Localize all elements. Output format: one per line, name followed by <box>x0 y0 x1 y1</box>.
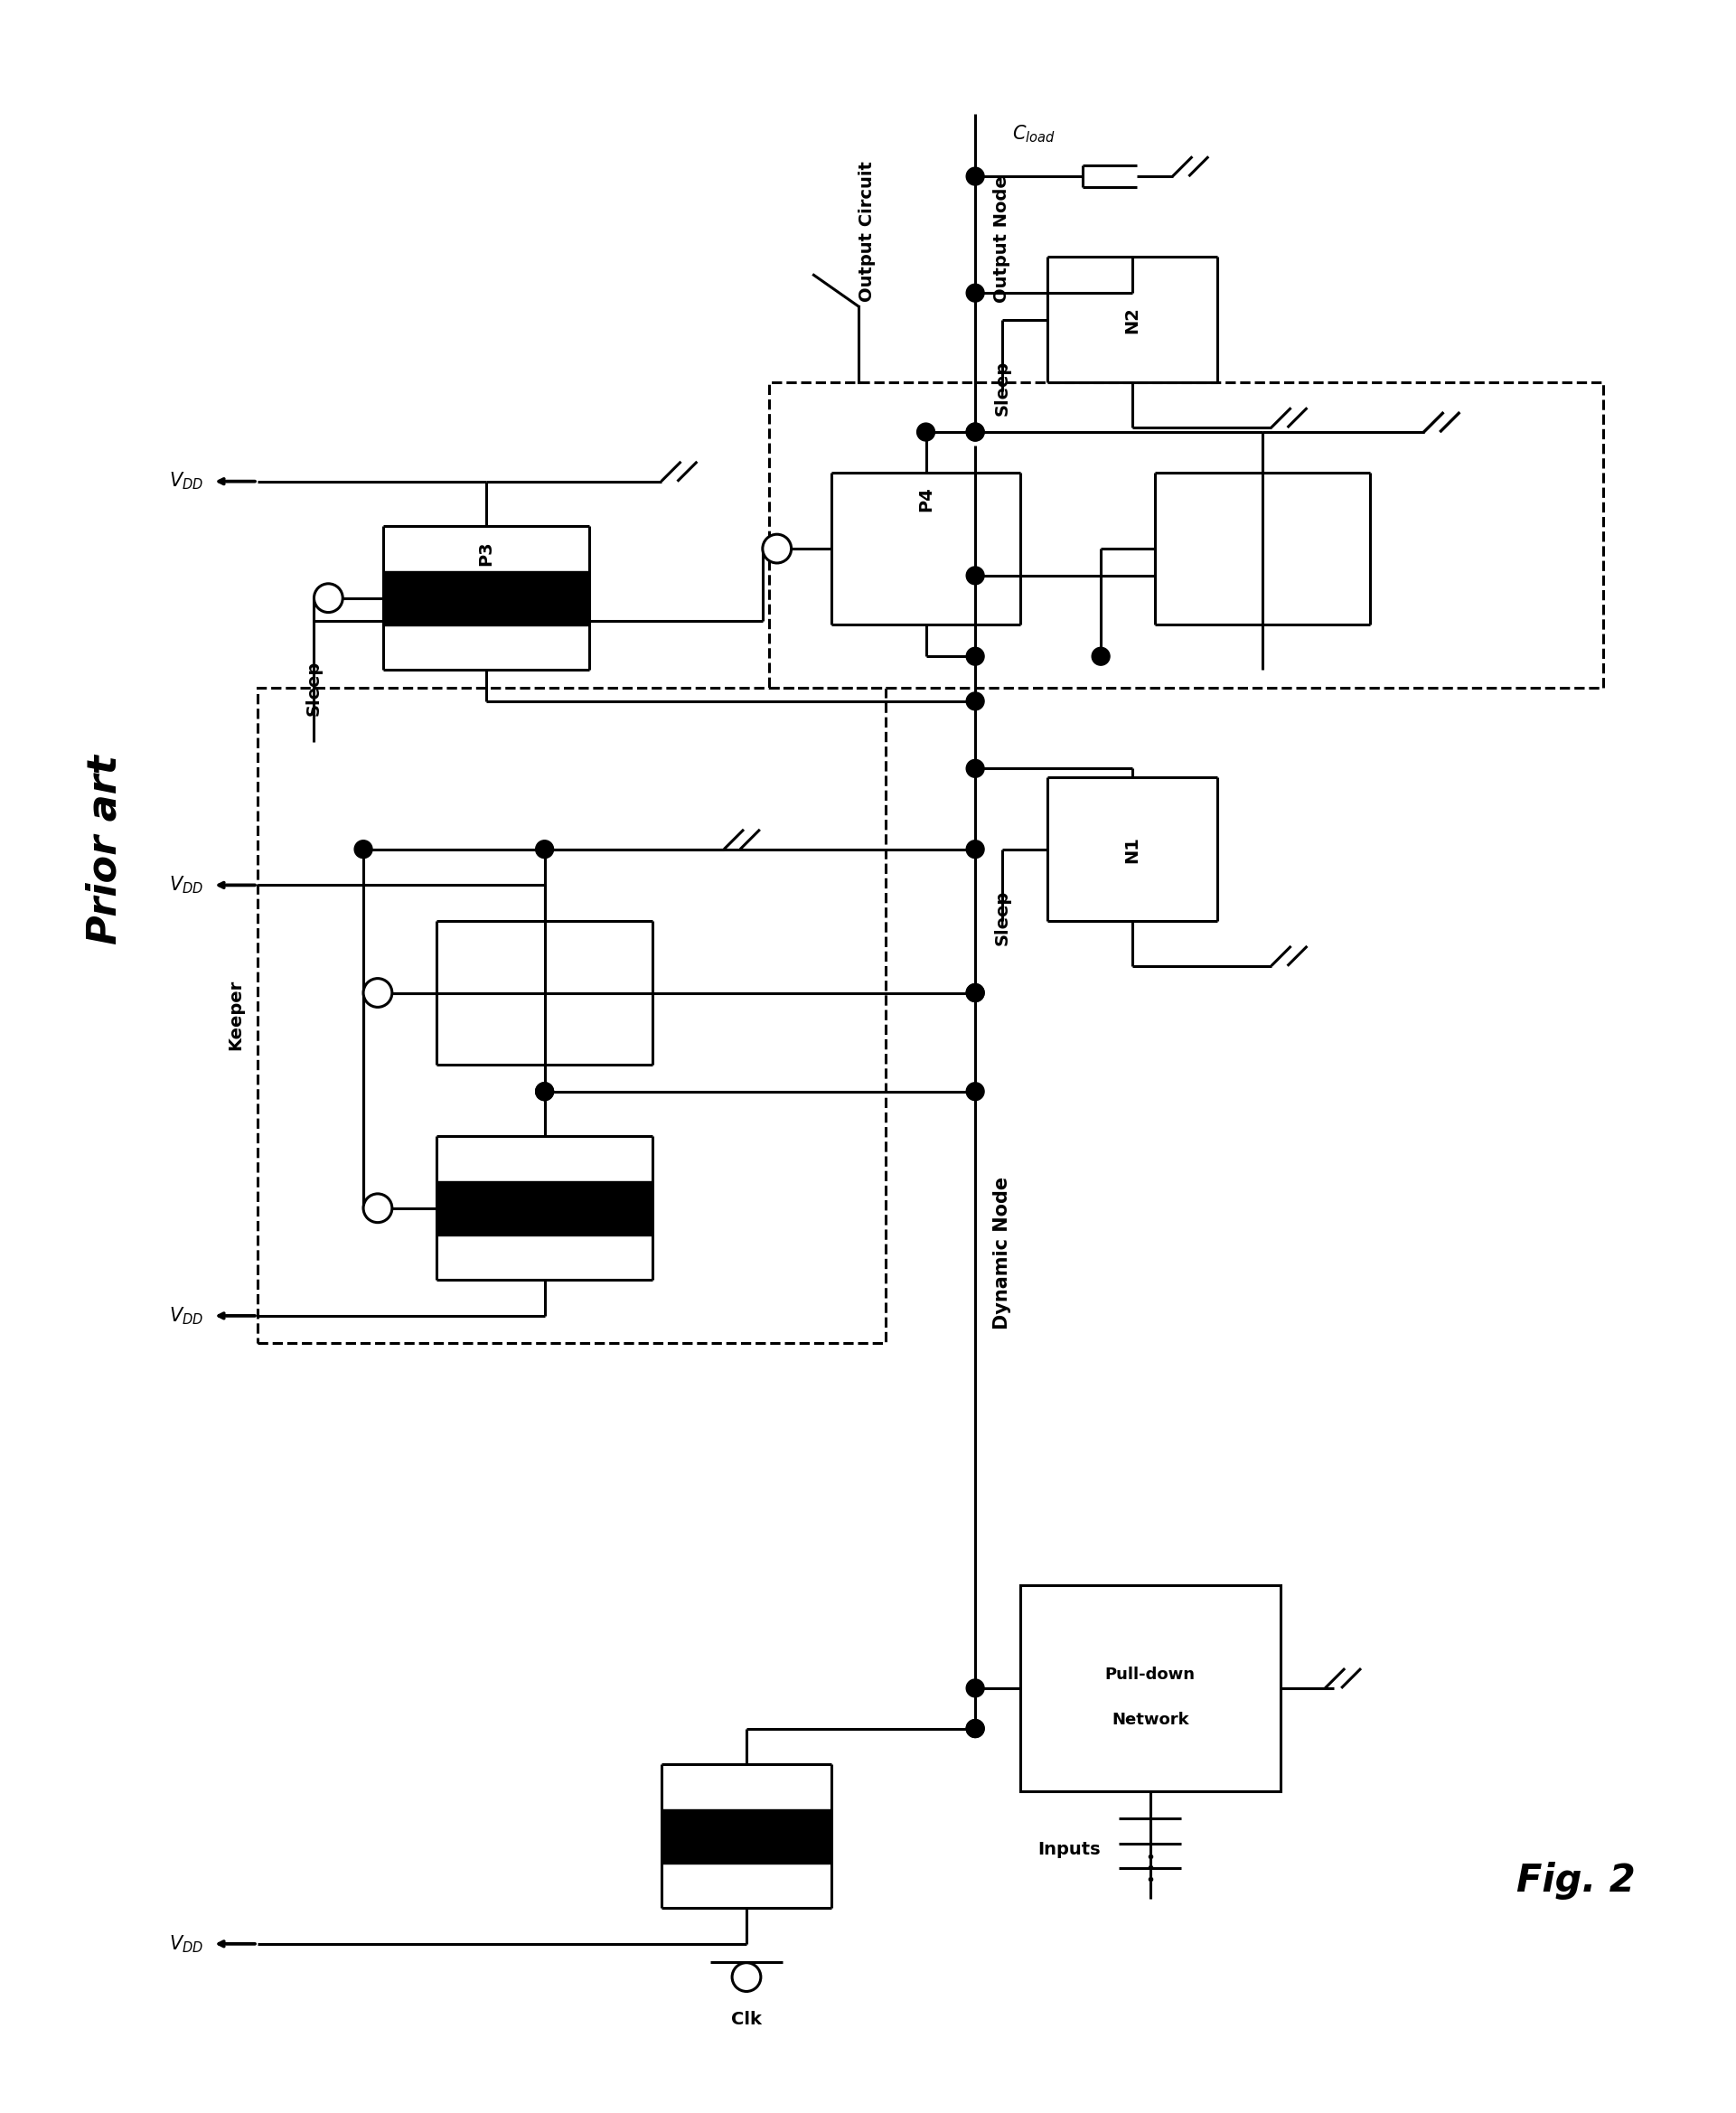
Bar <box>1021 1585 1279 1792</box>
Text: Dynamic Node: Dynamic Node <box>993 1177 1012 1329</box>
Circle shape <box>733 1963 760 1990</box>
Text: Clk: Clk <box>731 2012 762 2028</box>
Text: Prior art: Prior art <box>85 754 125 945</box>
Bar <box>257 687 885 1342</box>
Circle shape <box>967 759 984 778</box>
Circle shape <box>917 423 936 442</box>
Bar <box>769 382 1604 687</box>
Circle shape <box>967 423 984 442</box>
Text: $V_{DD}$: $V_{DD}$ <box>168 1933 203 1955</box>
Circle shape <box>967 1680 984 1697</box>
Circle shape <box>967 423 984 442</box>
Circle shape <box>967 566 984 585</box>
Circle shape <box>967 985 984 1002</box>
Circle shape <box>536 1082 554 1101</box>
Text: $C_{load}$: $C_{load}$ <box>1012 123 1055 146</box>
Circle shape <box>762 535 792 562</box>
Text: N1: N1 <box>1123 837 1141 862</box>
Circle shape <box>314 583 342 613</box>
Text: Fig. 2: Fig. 2 <box>1517 1862 1635 1900</box>
Text: Pull-down: Pull-down <box>1106 1667 1196 1682</box>
Circle shape <box>363 1194 392 1223</box>
Circle shape <box>967 1082 984 1101</box>
Text: Inputs: Inputs <box>1038 1840 1101 1857</box>
Circle shape <box>536 1082 554 1101</box>
Text: Keeper: Keeper <box>227 980 245 1050</box>
Circle shape <box>967 693 984 710</box>
Circle shape <box>967 985 984 1002</box>
Circle shape <box>354 841 372 858</box>
Text: P4: P4 <box>917 486 934 511</box>
Circle shape <box>1092 647 1109 666</box>
Text: Output Node: Output Node <box>993 175 1010 302</box>
Circle shape <box>967 167 984 186</box>
Text: $V_{DD}$: $V_{DD}$ <box>168 1306 203 1327</box>
Circle shape <box>967 647 984 666</box>
Text: Sleep: Sleep <box>306 659 323 716</box>
Circle shape <box>967 1720 984 1737</box>
Text: Sleep: Sleep <box>993 890 1010 945</box>
Circle shape <box>967 841 984 858</box>
Text: $V_{DD}$: $V_{DD}$ <box>168 471 203 492</box>
Text: P3: P3 <box>477 541 495 566</box>
Circle shape <box>363 978 392 1008</box>
Circle shape <box>967 283 984 302</box>
Circle shape <box>967 1720 984 1737</box>
Text: Network: Network <box>1111 1712 1189 1728</box>
Text: Output Circuit: Output Circuit <box>859 161 875 302</box>
Text: N2: N2 <box>1123 306 1141 334</box>
Text: Sleep: Sleep <box>993 359 1010 416</box>
Text: $V_{DD}$: $V_{DD}$ <box>168 875 203 896</box>
Circle shape <box>536 841 554 858</box>
